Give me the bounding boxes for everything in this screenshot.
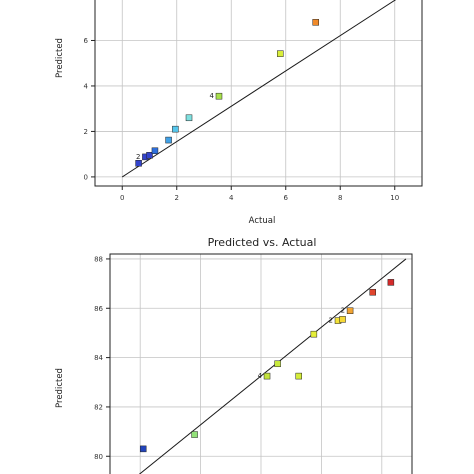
chart2-point-0 — [139, 445, 147, 453]
chart1-xtick-label-3: 6 — [284, 194, 289, 202]
chart2-ytick-label-4: 88 — [94, 255, 103, 263]
chart1-xtick-label-0: 0 — [120, 194, 124, 202]
chart2-ytick-label-3: 86 — [94, 305, 103, 313]
chart2-point-1 — [191, 431, 198, 438]
chart1-point-2 — [146, 152, 153, 159]
chart1-fit-line — [121, 0, 397, 178]
chart2-point-2 — [263, 372, 271, 380]
chart2-point-5 — [310, 330, 318, 338]
chart1-ytick-label-2: 4 — [84, 82, 89, 90]
chart2-plot: 4 22 80 82 84 86 88 — [94, 253, 413, 474]
chart2-point-label-8: 2 — [341, 307, 345, 315]
chart1-area: 24 — [95, 0, 422, 186]
chart1-ytick-label-0: 0 — [84, 173, 88, 181]
chart2-area: 4 22 — [110, 254, 412, 474]
chart1-point-label-7: 4 — [210, 92, 215, 100]
chart1-point-6 — [185, 114, 193, 122]
chart1-point-4 — [165, 136, 172, 144]
chart1-point-0 — [135, 160, 142, 167]
chart1-xtick-label-2: 4 — [229, 194, 234, 202]
chart1-ytick-label-1: 2 — [84, 128, 88, 136]
chart1-point-3 — [151, 147, 159, 155]
chart1-point-9 — [312, 19, 319, 26]
chart1-point-5 — [172, 125, 179, 133]
chart1-xtick-label-4: 8 — [338, 194, 342, 202]
chart2-ytick-label-2: 84 — [94, 354, 103, 362]
chart2-point-4 — [295, 372, 302, 380]
chart2-fit-line — [138, 258, 407, 474]
chart2-point-label-6: 2 — [329, 317, 333, 325]
chart2-point-label-2: 4 — [258, 372, 263, 380]
chart1-frame — [94, 0, 423, 187]
chart2-point-10 — [387, 279, 395, 286]
chart1-ytick-label-3: 6 — [84, 37, 89, 45]
chart1-xtick-label-1: 2 — [175, 194, 179, 202]
chart1-xtick-label-5: 10 — [390, 194, 399, 202]
chart1-xlabel: Actual — [249, 216, 276, 226]
chart2-point-3 — [274, 360, 281, 368]
chart2-point-8 — [346, 307, 354, 314]
chart2-ytick-label-1: 82 — [94, 403, 103, 411]
chart2-point-7 — [339, 316, 346, 323]
chart2-frame — [109, 253, 413, 474]
chart1-point-8 — [277, 50, 284, 57]
chart2-ytick-label-0: 80 — [94, 453, 103, 461]
chart2-title: Predicted vs. Actual — [208, 236, 317, 249]
chart1-point-7 — [215, 92, 223, 100]
chart1-point-label-1: 2 — [136, 153, 140, 161]
chart1-ylabel: Predicted — [55, 38, 65, 78]
chart2-ylabel: Predicted — [55, 368, 65, 408]
chart2-point-9 — [369, 288, 376, 296]
